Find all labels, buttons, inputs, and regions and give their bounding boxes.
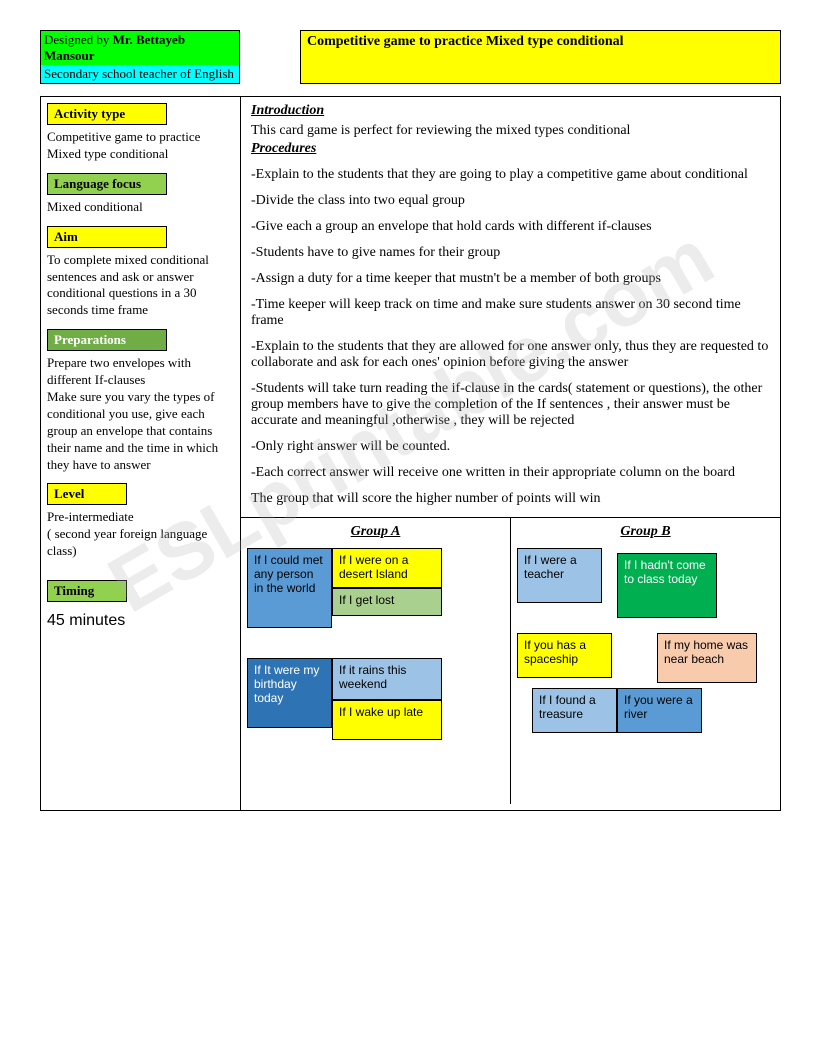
- intro-heading: Introduction: [251, 103, 770, 119]
- aim-block: Aim To complete mixed conditional senten…: [47, 226, 234, 320]
- group-b-col: Group B If I were a teacher If I hadn't c…: [511, 518, 780, 804]
- procedures-heading: Procedures: [251, 141, 770, 157]
- level-block: Level Pre-intermediate( second year fore…: [47, 483, 234, 560]
- if-clause-card: If I could met any person in the world: [247, 548, 332, 628]
- procedure-item: -Only right answer will be counted.: [251, 439, 770, 455]
- page: ESLprintable.com Designed by Mr. Bettaye…: [0, 0, 821, 841]
- procedure-item: -Assign a duty for a time keeper that mu…: [251, 271, 770, 287]
- preparations-text: Prepare two envelopes with different If-…: [47, 355, 234, 473]
- procedure-item: The group that will score the higher num…: [251, 491, 770, 507]
- if-clause-card: If it rains this weekend: [332, 658, 442, 700]
- sidebar: Activity type Competitive game to practi…: [41, 97, 241, 810]
- designer-role: Secondary school teacher of English: [41, 65, 239, 83]
- title-box: Competitive game to practice Mixed type …: [300, 30, 781, 84]
- timing-text: 45 minutes: [47, 612, 234, 630]
- groups-row: Group A If I could met any person in the…: [241, 517, 780, 804]
- procedure-item: -Explain to the students that they are a…: [251, 339, 770, 371]
- timing-block: Timing 45 minutes: [47, 580, 234, 630]
- aim-text: To complete mixed conditional sentences …: [47, 252, 234, 320]
- if-clause-card: If I hadn't come to class today: [617, 553, 717, 618]
- if-clause-card: If you were a river: [617, 688, 702, 733]
- intro-text: This card game is perfect for reviewing …: [251, 123, 770, 139]
- procedure-item: -Time keeper will keep track on time and…: [251, 297, 770, 329]
- if-clause-card: If I were on a desert Island: [332, 548, 442, 588]
- group-a-title: Group A: [247, 524, 504, 540]
- if-clause-card: If I get lost: [332, 588, 442, 616]
- language-focus-text: Mixed conditional: [47, 199, 234, 216]
- activity-type-text: Competitive game to practice Mixed type …: [47, 129, 234, 163]
- procedure-item: -Students will take turn reading the if-…: [251, 381, 770, 429]
- if-clause-card: If you has a spaceship: [517, 633, 612, 678]
- group-b-cards: If I were a teacher If I hadn't come to c…: [517, 548, 774, 798]
- aim-label: Aim: [47, 226, 167, 248]
- preparations-block: Preparations Prepare two envelopes with …: [47, 329, 234, 473]
- designer-box: Designed by Mr. Bettayeb Mansour Seconda…: [40, 30, 240, 84]
- header-row: Designed by Mr. Bettayeb Mansour Seconda…: [40, 30, 781, 84]
- group-b-title: Group B: [517, 524, 774, 540]
- if-clause-card: If my home was near beach: [657, 633, 757, 683]
- if-clause-card: If I wake up late: [332, 700, 442, 740]
- procedure-item: -Students have to give names for their g…: [251, 245, 770, 261]
- activity-type-block: Activity type Competitive game to practi…: [47, 103, 234, 163]
- group-a-cards: If I could met any person in the worldIf…: [247, 548, 504, 798]
- procedure-item: -Explain to the students that they are g…: [251, 167, 770, 183]
- main-column: Introduction This card game is perfect f…: [241, 97, 780, 810]
- procedures-list: -Explain to the students that they are g…: [251, 167, 770, 507]
- language-focus-label: Language focus: [47, 173, 167, 195]
- level-label: Level: [47, 483, 127, 505]
- designer-line1: Designed by Mr. Bettayeb Mansour: [41, 31, 239, 65]
- preparations-label: Preparations: [47, 329, 167, 351]
- timing-label: Timing: [47, 580, 127, 602]
- if-clause-card: If I found a treasure: [532, 688, 617, 733]
- level-text: Pre-intermediate( second year foreign la…: [47, 509, 234, 560]
- procedure-item: -Each correct answer will receive one wr…: [251, 465, 770, 481]
- procedure-item: -Divide the class into two equal group: [251, 193, 770, 209]
- group-a-col: Group A If I could met any person in the…: [241, 518, 511, 804]
- language-focus-block: Language focus Mixed conditional: [47, 173, 234, 216]
- document-title: Competitive game to practice Mixed type …: [307, 34, 624, 49]
- procedure-item: -Give each a group an envelope that hold…: [251, 219, 770, 235]
- main-content: Activity type Competitive game to practi…: [40, 96, 781, 811]
- if-clause-card: If It were my birthday today: [247, 658, 332, 728]
- if-clause-card: If I were a teacher: [517, 548, 602, 603]
- designed-by-label: Designed by: [44, 32, 113, 47]
- activity-type-label: Activity type: [47, 103, 167, 125]
